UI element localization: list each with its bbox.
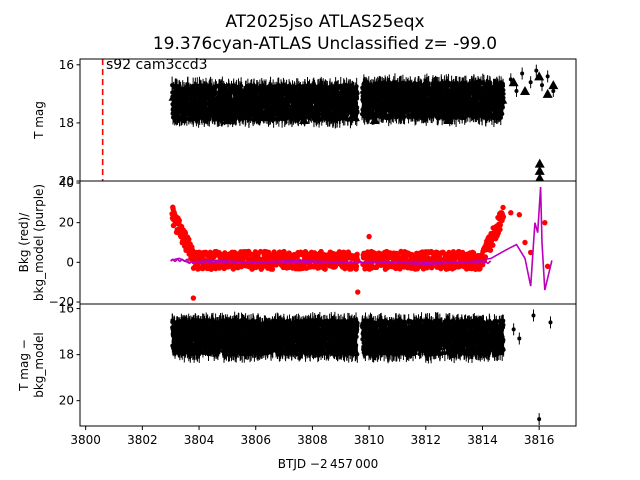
data-point bbox=[387, 80, 392, 85]
data-point bbox=[436, 114, 441, 119]
data-point bbox=[355, 110, 360, 115]
chart-title-line-1: AT2025jso ATLAS25eqx bbox=[225, 12, 424, 32]
series-dot-0 bbox=[170, 64, 556, 129]
data-point bbox=[355, 91, 360, 96]
chart-title-line-2: 19.376cyan-ATLAS Unclassified z= -99.0 bbox=[153, 34, 497, 54]
plot-area bbox=[101, 59, 559, 181]
data-point bbox=[317, 112, 322, 117]
